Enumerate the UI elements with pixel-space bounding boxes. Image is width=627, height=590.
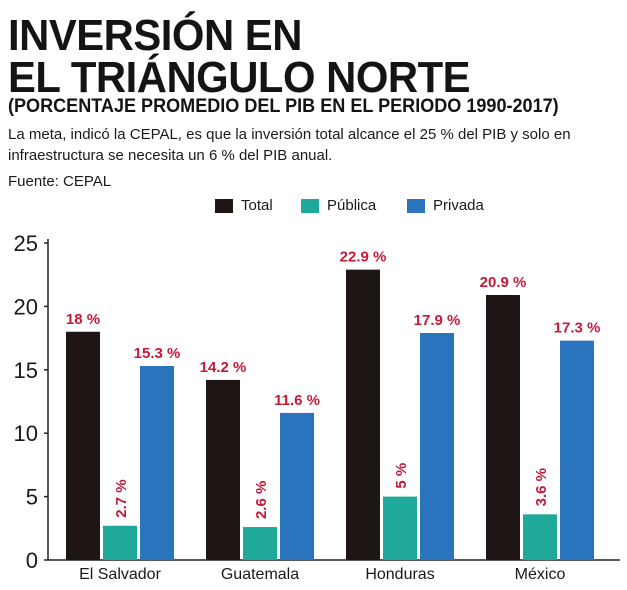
bar-privada — [140, 365, 174, 560]
legend-label-publica: Pública — [327, 197, 377, 214]
y-tick-label: 25 — [14, 231, 38, 256]
bar-pública — [523, 514, 557, 560]
y-tick-label: 20 — [14, 294, 38, 319]
chart-legend: Total Pública Privada — [0, 196, 627, 218]
legend-item-publica: Pública — [301, 196, 376, 216]
bar-privada — [420, 333, 454, 560]
y-tick-label: 0 — [26, 548, 38, 573]
value-label: 20.9 % — [480, 274, 527, 291]
bar-total — [346, 269, 380, 560]
chart-title-line-2: EL TRIÁNGULO NORTE — [8, 53, 471, 102]
x-category-label: Honduras — [365, 566, 434, 583]
value-label: 15.3 % — [134, 345, 181, 362]
legend-label-privada: Privada — [433, 197, 484, 214]
legend-label-total: Total — [241, 197, 273, 214]
y-tick-label: 5 — [26, 485, 38, 510]
value-label: 5 % — [393, 463, 410, 489]
legend-item-privada: Privada — [407, 196, 484, 216]
value-label: 14.2 % — [200, 359, 247, 376]
bar-pública — [383, 496, 417, 560]
bar-privada — [280, 412, 314, 560]
value-label: 2.6 % — [253, 481, 270, 519]
bar-privada — [560, 340, 594, 560]
bar-total — [66, 331, 100, 560]
legend-swatch-privada — [407, 199, 425, 213]
y-tick-label: 10 — [14, 421, 38, 446]
chart-source: Fuente: CEPAL — [8, 173, 112, 190]
x-category-label: El Salvador — [79, 566, 161, 583]
bar-total — [206, 379, 240, 560]
value-label: 2.7 % — [113, 479, 130, 517]
bar-pública — [243, 527, 277, 560]
legend-swatch-publica — [301, 199, 319, 213]
value-label: 17.9 % — [414, 312, 461, 329]
chart-description: La meta, indicó la CEPAL, es que la inve… — [8, 126, 571, 164]
bar-pública — [103, 525, 137, 560]
x-category-label: Guatemala — [221, 566, 299, 583]
value-label: 22.9 % — [340, 249, 387, 266]
legend-swatch-total — [215, 199, 233, 213]
y-tick-label: 15 — [14, 358, 38, 383]
value-label: 18 % — [66, 311, 100, 328]
value-label: 11.6 % — [274, 392, 320, 409]
value-label: 17.3 % — [554, 320, 601, 337]
chart-subtitle: (PORCENTAJE PROMEDIO DEL PIB EN EL PERIO… — [8, 96, 559, 117]
value-label: 3.6 % — [533, 468, 550, 506]
legend-item-total: Total — [215, 196, 273, 216]
x-category-label: México — [515, 566, 566, 583]
chart-title-line-1: INVERSIÓN EN — [8, 11, 302, 60]
bar-total — [486, 294, 520, 560]
